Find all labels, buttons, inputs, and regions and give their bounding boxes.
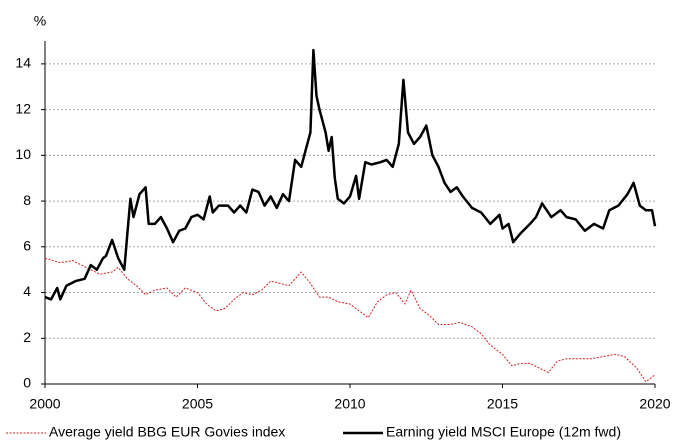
legend-label: Earning yield MSCI Europe (12m fwd) — [386, 424, 621, 440]
y-axis-label: % — [34, 13, 46, 29]
x-tick-label: 2015 — [487, 396, 518, 412]
legend-label: Average yield BBG EUR Govies index — [49, 424, 285, 440]
y-tick-label: 8 — [23, 192, 31, 208]
series-line — [44, 48, 657, 301]
y-tick-label: 0 — [23, 375, 31, 391]
y-tick-label: 2 — [23, 329, 31, 345]
x-tick-label: 2010 — [334, 396, 365, 412]
series-line — [44, 257, 656, 383]
y-tick-label: 4 — [23, 283, 31, 299]
x-tick-label: 2005 — [182, 396, 213, 412]
x-tick-label: 2000 — [29, 396, 60, 412]
y-tick-label: 6 — [23, 238, 31, 254]
y-tick-label: 14 — [15, 55, 31, 71]
y-tick-label: 10 — [15, 146, 31, 162]
y-tick-label: 12 — [15, 100, 31, 116]
x-tick-label: 2020 — [639, 396, 670, 412]
